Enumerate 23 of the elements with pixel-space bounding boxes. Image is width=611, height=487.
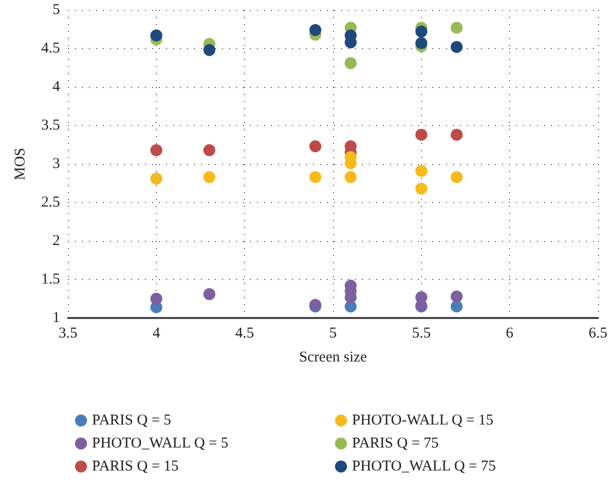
legend-label: PHOTO-WALL Q = 15 [352, 412, 494, 428]
x-tick-label: 6.5 [588, 326, 608, 342]
legend-label: PHOTO_WALL Q = 5 [92, 436, 228, 452]
y-tick-label: 4 [52, 79, 60, 95]
x-tick-label: 4 [152, 326, 161, 342]
y-tick-label: 5 [52, 2, 60, 18]
legend-label: PHOTO_WALL Q = 75 [352, 458, 496, 474]
legend-label: PARIS Q = 15 [92, 458, 179, 474]
y-tick-label: 3.5 [41, 118, 60, 134]
y-tick-label: 1 [52, 310, 60, 326]
y-tick-label: 1.5 [41, 272, 60, 288]
y-tick-label: 4.5 [41, 40, 60, 56]
y-axis-title: MOS [12, 148, 28, 180]
y-tick-label: 3 [52, 156, 60, 172]
y-tick-label: 2 [52, 233, 60, 249]
legend-label: PARIS Q = 5 [92, 412, 172, 428]
x-axis-title: Screen size [299, 350, 368, 366]
x-tick-label: 5.5 [412, 326, 431, 342]
legend-label: PARIS Q = 75 [352, 436, 439, 452]
y-tick-label: 2.5 [41, 194, 60, 210]
x-tick-label: 6 [506, 326, 514, 342]
x-tick-label: 5 [329, 326, 337, 342]
x-tick-label: 4.5 [235, 326, 254, 342]
